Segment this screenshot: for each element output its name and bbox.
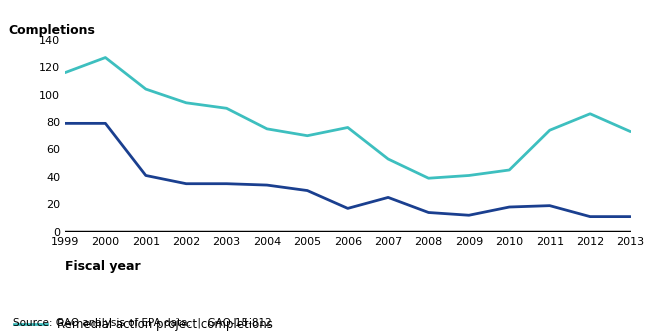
Legend: Remedial action project completions, Construction completions: Remedial action project completions, Con… (14, 318, 273, 331)
Text: Completions: Completions (8, 24, 96, 37)
Text: Fiscal year: Fiscal year (65, 260, 140, 273)
Text: Source: GAO analysis of EPA data.  |  GAO-15-812: Source: GAO analysis of EPA data. | GAO-… (13, 317, 272, 328)
